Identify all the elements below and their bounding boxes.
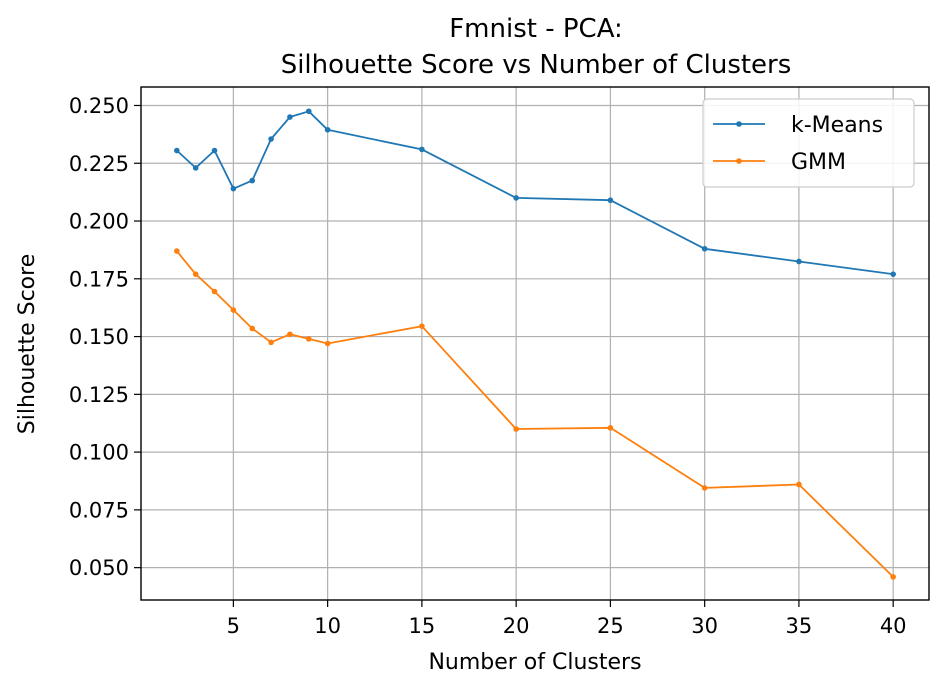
data-point-gmm bbox=[174, 248, 180, 254]
data-point-gmm bbox=[513, 426, 519, 432]
data-point-gmm bbox=[324, 340, 331, 347]
data-point-k-means bbox=[305, 108, 312, 115]
data-point-gmm bbox=[607, 425, 614, 431]
x-tick-label: 20 bbox=[503, 614, 530, 638]
data-point-gmm bbox=[192, 271, 199, 277]
data-point-k-means bbox=[890, 271, 896, 277]
y-tick-label: 0.050 bbox=[69, 556, 129, 580]
data-point-gmm bbox=[230, 307, 237, 313]
data-point-gmm bbox=[419, 323, 425, 329]
legend-gmm-label: GMM bbox=[791, 150, 846, 175]
data-point-k-means bbox=[324, 126, 331, 133]
legend-gmm-marker bbox=[736, 158, 742, 164]
data-point-k-means bbox=[268, 136, 274, 142]
y-tick-label: 0.225 bbox=[69, 152, 129, 176]
data-point-k-means bbox=[174, 147, 180, 154]
x-axis-label: Number of Clusters bbox=[428, 650, 641, 675]
data-point-gmm bbox=[211, 288, 218, 295]
y-tick-label: 0.200 bbox=[69, 210, 129, 234]
data-point-k-means bbox=[230, 185, 237, 192]
plot-frame bbox=[140, 86, 930, 601]
series-layer bbox=[174, 108, 896, 580]
x-tick-label: 35 bbox=[786, 614, 813, 638]
data-point-gmm bbox=[287, 331, 293, 338]
legend-kmeans-marker bbox=[736, 121, 742, 127]
legend-box bbox=[702, 98, 915, 188]
y-tick-label: 0.075 bbox=[69, 498, 129, 522]
data-point-gmm bbox=[701, 485, 708, 491]
legend: k-Means GMM bbox=[702, 98, 915, 188]
y-tick-label: 0.250 bbox=[69, 94, 129, 118]
data-point-gmm bbox=[249, 325, 256, 332]
data-point-k-means bbox=[701, 245, 708, 252]
y-tick-label: 0.125 bbox=[69, 383, 129, 407]
data-point-gmm bbox=[305, 336, 312, 342]
y-tick-label: 0.175 bbox=[69, 267, 129, 291]
ticks: 5 10 15 20 25 30 35 40 0.050 0.075 0.100 0.125 0.150… bbox=[69, 94, 907, 638]
data-point-k-means bbox=[513, 195, 519, 201]
y-tick-label: 0.150 bbox=[69, 325, 129, 349]
data-point-gmm bbox=[796, 481, 802, 488]
data-point-k-means bbox=[192, 165, 199, 171]
data-point-k-means bbox=[607, 197, 614, 204]
data-point-k-means bbox=[249, 177, 256, 184]
x-tick-label: 5 bbox=[227, 614, 240, 638]
data-point-k-means bbox=[287, 114, 293, 120]
x-tick-label: 25 bbox=[597, 614, 624, 638]
x-tick-label: 40 bbox=[880, 614, 907, 638]
data-point-k-means bbox=[419, 146, 425, 153]
legend-kmeans-label: k-Means bbox=[791, 113, 883, 138]
data-point-k-means bbox=[796, 258, 802, 265]
x-tick-label: 10 bbox=[314, 614, 341, 638]
data-point-gmm bbox=[268, 339, 274, 346]
y-tick-label: 0.100 bbox=[69, 441, 129, 465]
data-point-k-means bbox=[211, 147, 218, 154]
y-axis-label: Silhouette Score bbox=[15, 254, 40, 434]
x-tick-label: 15 bbox=[409, 614, 436, 638]
chart-title: Fmnist - PCA: bbox=[449, 14, 623, 44]
data-point-gmm bbox=[890, 574, 896, 580]
chart-subtitle: Silhouette Score vs Number of Clusters bbox=[281, 50, 792, 80]
series-line-gmm bbox=[176, 250, 894, 578]
x-tick-label: 30 bbox=[691, 614, 718, 638]
